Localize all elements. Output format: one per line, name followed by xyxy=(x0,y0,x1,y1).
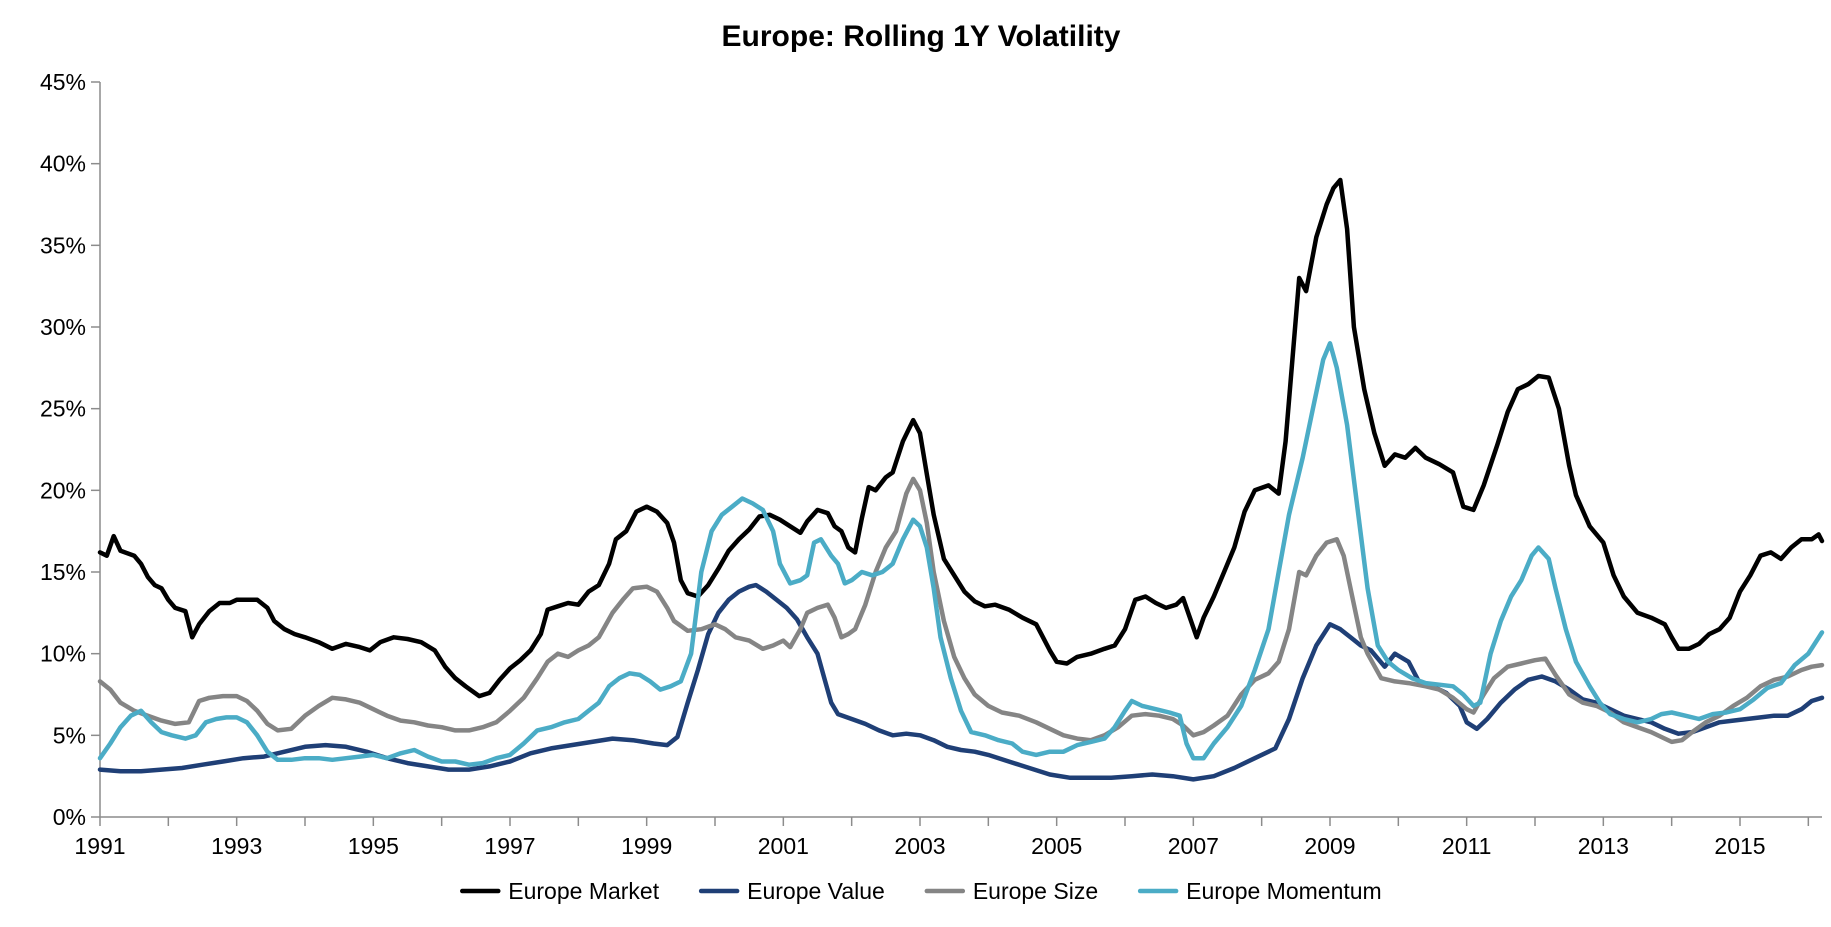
x-tick-label: 2005 xyxy=(1031,833,1082,859)
legend-item: Europe Size xyxy=(924,878,1098,904)
legend-label: Europe Market xyxy=(508,878,659,904)
axes: 0% 5% 10% 15% 20% 25% 30% 35% 40% 45% 1991 1993 1995… xyxy=(40,69,1822,859)
x-tick-label: 2013 xyxy=(1578,833,1629,859)
y-tick-label: 5% xyxy=(53,722,86,748)
x-tick-label: 1991 xyxy=(74,833,125,859)
x-tick-label: 2011 xyxy=(1442,833,1491,859)
y-tick-label: 30% xyxy=(40,314,86,340)
legend-label: Europe Value xyxy=(747,878,885,904)
x-tick-label: 1997 xyxy=(484,833,535,859)
legend-item: Europe Value xyxy=(698,878,885,904)
x-tick-label: 2007 xyxy=(1168,833,1219,859)
legend-label: Europe Momentum xyxy=(1186,878,1382,904)
y-tick-label: 0% xyxy=(53,804,86,830)
legend-item: Europe Momentum xyxy=(1137,878,1382,904)
x-tick-label: 2009 xyxy=(1304,833,1355,859)
series-line-europe-size xyxy=(97,476,1825,745)
x-tick-label: 2015 xyxy=(1714,833,1765,859)
y-tick-label: 15% xyxy=(40,559,86,585)
series-line-europe-value xyxy=(97,582,1825,782)
series-group xyxy=(97,177,1825,782)
x-tick-label: 1993 xyxy=(211,833,262,859)
x-tick-label: 1999 xyxy=(621,833,672,859)
series-line-europe-market xyxy=(97,177,1825,699)
y-tick-label: 25% xyxy=(40,396,86,422)
x-tick-label: 2003 xyxy=(894,833,945,859)
legend-label: Europe Size xyxy=(973,878,1098,904)
chart-title: Europe: Rolling 1Y Volatility xyxy=(722,20,1121,53)
y-tick-label: 10% xyxy=(40,641,86,667)
x-tick-label: 1995 xyxy=(348,833,399,859)
y-tick-label: 45% xyxy=(40,69,86,95)
legend: Europe Market Europe Value Europe Size Euro… xyxy=(460,878,1382,904)
y-tick-label: 20% xyxy=(40,477,86,503)
y-tick-label: 40% xyxy=(40,151,86,177)
legend-item: Europe Market xyxy=(460,878,660,904)
series-line-europe-momentum xyxy=(97,341,1825,767)
x-tick-label: 2001 xyxy=(758,833,809,859)
y-tick-label: 35% xyxy=(40,232,86,258)
